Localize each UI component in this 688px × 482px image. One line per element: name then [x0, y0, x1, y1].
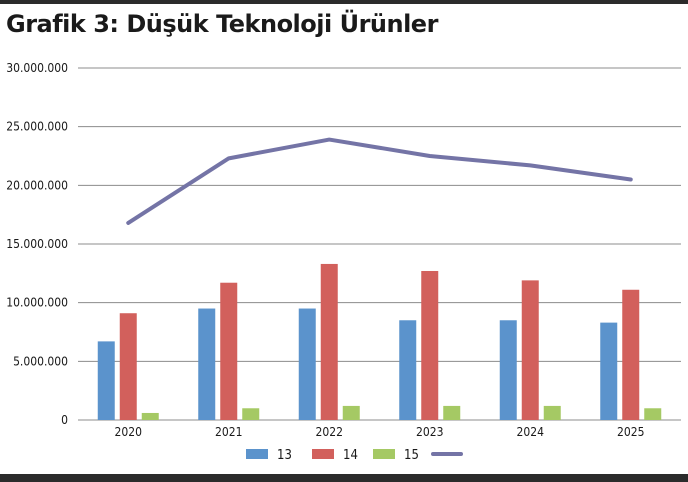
bar-series-15	[543, 405, 561, 420]
legend: 13 14 15	[246, 448, 463, 463]
legend-label: 13	[277, 448, 292, 463]
x-tick-label: 2025	[617, 425, 644, 439]
bar-series-14	[119, 313, 137, 420]
bar-series-14	[622, 289, 640, 420]
legend-swatch	[312, 449, 334, 459]
bar-series-13	[298, 308, 316, 420]
line-series	[126, 137, 633, 225]
y-tick-label: 20.000.000	[6, 178, 68, 192]
x-tick-label: 2023	[416, 425, 443, 439]
legend-swatch	[373, 449, 395, 459]
top-rule	[0, 0, 688, 4]
y-tick-label: 25.000.000	[6, 120, 68, 134]
gridlines	[78, 67, 681, 421]
bars	[97, 263, 662, 420]
chart-title: Grafik 3: Düşük Teknoloji Ürünler	[6, 10, 438, 38]
y-tick-label: 15.000.000	[6, 237, 68, 251]
bar-series-15	[141, 412, 159, 420]
bar-series-13	[97, 341, 115, 420]
legend-swatch	[246, 449, 268, 459]
bar-series-15	[644, 408, 662, 420]
bar-series-14	[320, 263, 338, 420]
x-tick-label: 2022	[316, 425, 343, 439]
bottom-rule	[0, 474, 688, 482]
y-tick-label: 30.000.000	[6, 61, 68, 75]
bar-series-13	[198, 308, 216, 420]
bar-series-13	[499, 320, 517, 420]
y-tick-label: 5.000.000	[13, 354, 68, 368]
x-axis-tick-labels: 2020 2021 2022 2023 2024 2025	[115, 425, 645, 439]
line-series-path	[126, 137, 633, 225]
bar-series-13	[600, 322, 618, 420]
bar-series-14	[521, 280, 539, 420]
bar-series-15	[342, 405, 360, 420]
bar-series-15	[443, 405, 461, 420]
bar-series-15	[242, 408, 260, 420]
bar-series-14	[421, 270, 439, 420]
x-tick-label: 2024	[517, 425, 545, 439]
y-tick-label: 10.000.000	[6, 296, 68, 310]
y-tick-label: 0	[61, 413, 68, 427]
x-tick-label: 2020	[115, 425, 143, 439]
bar-series-13	[399, 320, 417, 420]
y-axis-tick-labels: 0 5.000.000 10.000.000 15.000.000 20.000.000…	[6, 61, 68, 427]
bar-series-14	[220, 282, 238, 420]
x-tick-label: 2021	[215, 425, 242, 439]
legend-label: 15	[404, 448, 419, 463]
legend-label: 14	[343, 448, 358, 463]
